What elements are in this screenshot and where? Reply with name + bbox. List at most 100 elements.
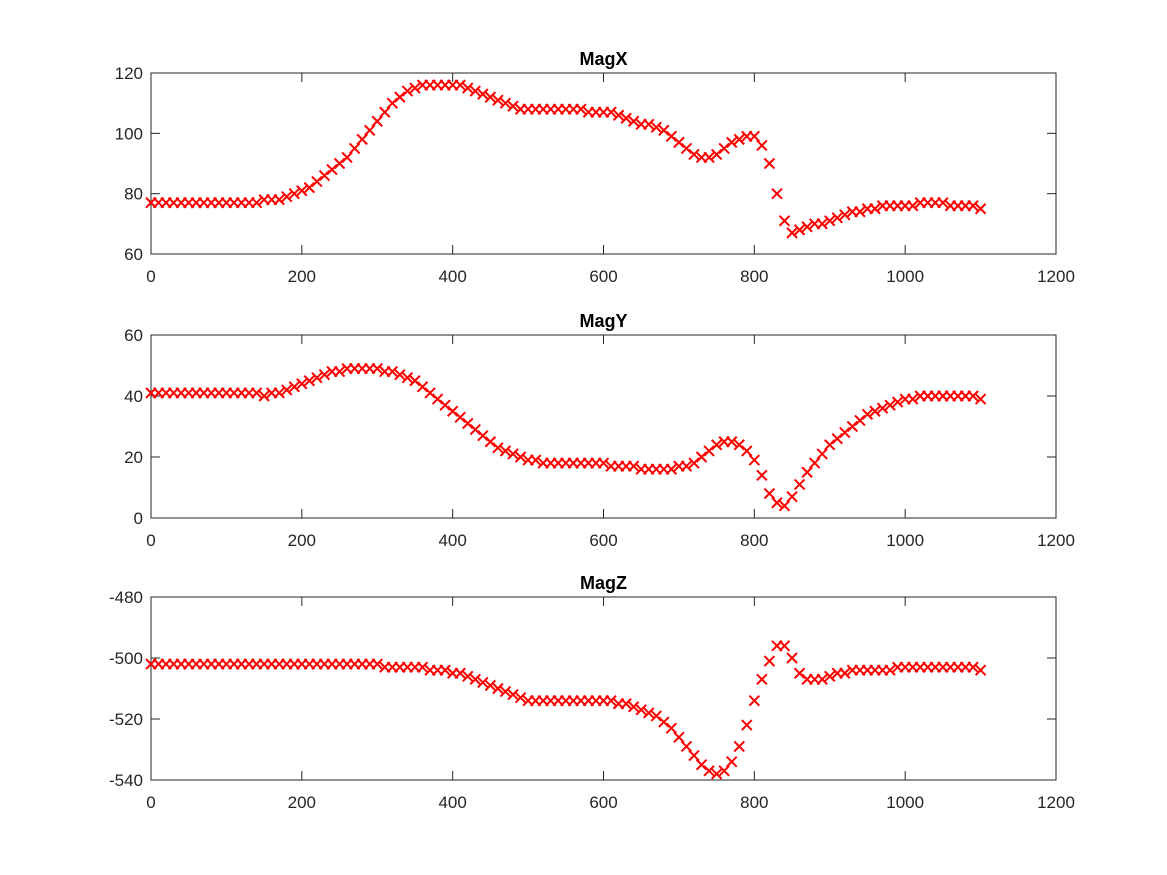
data-point [514,691,527,704]
data-point [726,755,738,768]
data-point [793,478,806,491]
data-point [695,759,708,771]
data-point [937,197,949,209]
data-point [974,393,987,405]
data-point [824,670,836,683]
chart-title: MagZ [580,573,627,593]
data-point [816,218,828,230]
data-point [499,445,512,457]
x-tick-label: 1200 [1037,267,1075,286]
data-point [288,187,300,200]
data-point [371,115,383,127]
data-series [145,362,987,512]
data-point [446,405,459,417]
y-tick-label: -480 [109,588,143,607]
data-point [748,694,761,707]
data-point [967,661,979,673]
data-point [710,768,723,780]
x-tick-label: 1000 [886,531,924,550]
data-point [771,497,783,509]
data-series [145,640,987,780]
data-point [658,716,670,728]
data-series [145,79,987,239]
data-point [786,227,798,239]
data-point [575,103,587,115]
y-tick-label: 100 [115,124,143,143]
data-point [333,365,346,378]
x-tick-label: 800 [740,531,768,550]
data-point [718,142,730,155]
data-point [605,106,617,118]
data-point [296,378,308,390]
data-point [673,136,685,149]
data-point [484,679,497,692]
y-tick-label: 60 [124,326,143,345]
data-point [695,451,708,463]
data-point [786,490,798,503]
data-point [394,91,406,103]
data-point [627,460,640,472]
data-point [469,673,481,686]
y-tick-label: 120 [115,64,143,83]
data-point [356,133,368,146]
data-point [492,442,504,454]
x-tick-label: 600 [589,531,617,550]
data-point [884,399,896,411]
data-point [763,487,776,500]
data-point [680,460,693,472]
data-point [726,136,738,149]
data-point [688,457,700,469]
data-point [439,664,451,676]
data-point [401,371,414,384]
data-point [250,387,263,399]
data-point [748,130,761,143]
data-point [778,500,791,512]
data-point [469,85,481,97]
data-point [891,396,904,408]
data-point [409,82,421,94]
data-point [462,670,474,683]
data-point [824,215,836,227]
data-point [756,673,768,686]
data-point [273,387,285,399]
y-tick-label: -500 [109,649,143,668]
data-point [665,722,678,734]
data-point [371,658,383,670]
data-point [876,402,889,414]
data-point [665,130,678,143]
data-point [733,439,745,451]
data-point [763,157,776,170]
data-point [597,457,610,469]
data-point [703,445,715,457]
data-point [273,193,285,206]
data-point [967,200,979,212]
x-tick-label: 1000 [886,267,924,286]
data-point [250,197,263,209]
data-point [786,652,798,664]
data-point [371,362,383,375]
data-point [658,124,670,137]
data-point [318,169,331,182]
y-tick-label: 20 [124,448,143,467]
data-point [499,685,512,698]
data-point [824,439,836,451]
data-point [627,115,640,127]
data-point [439,399,451,411]
data-point [386,97,399,109]
data-point [907,200,919,212]
data-point [258,390,270,402]
x-tick-label: 400 [438,267,466,286]
data-point [839,426,851,439]
data-point [733,740,745,753]
data-point [401,85,414,97]
data-point [756,139,768,152]
data-point [710,439,723,451]
data-point [680,142,693,155]
x-tick-label: 200 [288,793,316,812]
y-tick-label: 0 [134,509,143,528]
data-point [303,181,316,194]
x-tick-label: 200 [288,267,316,286]
data-point [416,381,429,393]
data-point [348,142,361,155]
